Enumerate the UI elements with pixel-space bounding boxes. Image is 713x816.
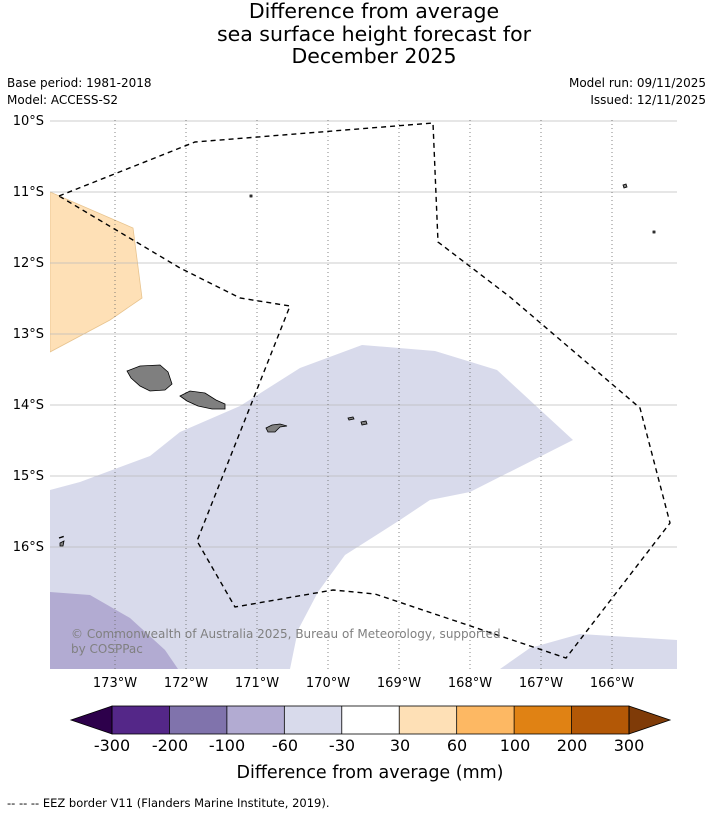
colorbar-tick-label: -30 <box>329 736 355 755</box>
upolu-island <box>179 390 226 410</box>
colorbar-segment <box>514 706 572 734</box>
anomaly-region-minus60-100 <box>50 592 178 669</box>
small-island-b <box>652 230 656 234</box>
colorbar-segment <box>456 706 515 734</box>
colorbar-tick-label: -200 <box>152 736 188 755</box>
colorbar-outline <box>111 705 630 735</box>
chart-title: Difference from average sea surface heig… <box>0 0 713 68</box>
colorbar-tick-label: -300 <box>94 736 130 755</box>
lon-label: 173°W <box>93 676 137 691</box>
colorbar-segment <box>226 706 285 734</box>
colorbar-segment <box>399 706 457 734</box>
small-island-c <box>59 540 65 547</box>
anomaly-region-minus30-60 <box>50 345 677 669</box>
ofu-island <box>347 416 355 421</box>
map-gridlines <box>50 120 677 548</box>
map-area: © Commonwealth of Australia 2025, Bureau… <box>50 120 677 669</box>
issued-date: Issued: 12/11/2025 <box>590 93 706 107</box>
model-name: Model: ACCESS-S2 <box>7 93 119 107</box>
colorbar-tick-label: -60 <box>272 736 298 755</box>
lat-label: 13°S <box>13 327 44 342</box>
small-island-a <box>249 194 253 198</box>
lat-label: 11°S <box>13 185 44 200</box>
lon-label: 171°W <box>235 676 279 691</box>
tutuila-island <box>265 423 288 433</box>
title-line-2: sea surface height forecast for <box>216 21 532 46</box>
colorbar-tick-label: 30 <box>390 736 410 755</box>
lon-label: 169°W <box>377 676 421 691</box>
colorbar-segment <box>571 706 629 734</box>
colorbar-tick-label: 300 <box>614 736 645 755</box>
colorbar <box>69 705 672 735</box>
latitude-labels: 10°S 11°S 12°S 13°S 14°S 15°S 16°S <box>13 114 44 555</box>
colorbar-tick-labels: -300 -200 -100 -60 -30 30 60 100 200 300 <box>94 736 644 755</box>
lat-label: 15°S <box>13 469 44 484</box>
colorbar-extend-max <box>628 705 672 735</box>
colorbar-segment <box>284 706 342 734</box>
tau-island <box>360 420 368 426</box>
colorbar-segment <box>341 706 400 734</box>
islands <box>59 183 656 547</box>
colorbar-segment <box>169 706 227 734</box>
lon-label: 166°W <box>590 676 634 691</box>
lat-label: 10°S <box>13 114 44 129</box>
eez-note: -- -- -- EEZ border V11 (Flanders Marine… <box>7 796 330 810</box>
colorbar-tick-label: -100 <box>209 736 245 755</box>
lat-label: 14°S <box>13 398 44 413</box>
eez-border <box>58 122 671 659</box>
colorbar-tick-label: 200 <box>557 736 588 755</box>
lon-label: 168°W <box>448 676 492 691</box>
lon-label: 172°W <box>164 676 208 691</box>
colorbar-segment <box>112 706 170 734</box>
savaii-island <box>126 364 173 392</box>
longitude-labels: 173°W 172°W 171°W 170°W 169°W 168°W 167°… <box>93 676 634 691</box>
swains-island <box>622 183 628 189</box>
colorbar-extend-min <box>69 705 113 735</box>
copyright-line-1: © Commonwealth of Australia 2025, Bureau… <box>71 627 501 641</box>
colorbar-title: Difference from average (mm) <box>236 763 503 783</box>
lat-label: 12°S <box>13 256 44 271</box>
info-left: Base period: 1981-2018 Model: ACCESS-S2 <box>7 75 152 109</box>
lon-label: 170°W <box>306 676 350 691</box>
title-line-1: Difference from average <box>248 0 500 23</box>
anomaly-region-plus30-60 <box>50 191 143 353</box>
copyright-line-2: by COSPPac <box>71 642 143 656</box>
colorbar-tick-label: 60 <box>447 736 467 755</box>
lat-label: 16°S <box>13 540 44 555</box>
model-run: Model run: 09/11/2025 <box>568 76 706 90</box>
base-period: Base period: 1981-2018 <box>7 76 152 90</box>
eez-border-segment <box>58 535 66 539</box>
colorbar-tick-label: 100 <box>500 736 531 755</box>
info-right: Model run: 09/11/2025 Issued: 12/11/2025 <box>569 75 706 109</box>
lon-label: 167°W <box>519 676 563 691</box>
title-line-3: December 2025 <box>291 44 457 68</box>
